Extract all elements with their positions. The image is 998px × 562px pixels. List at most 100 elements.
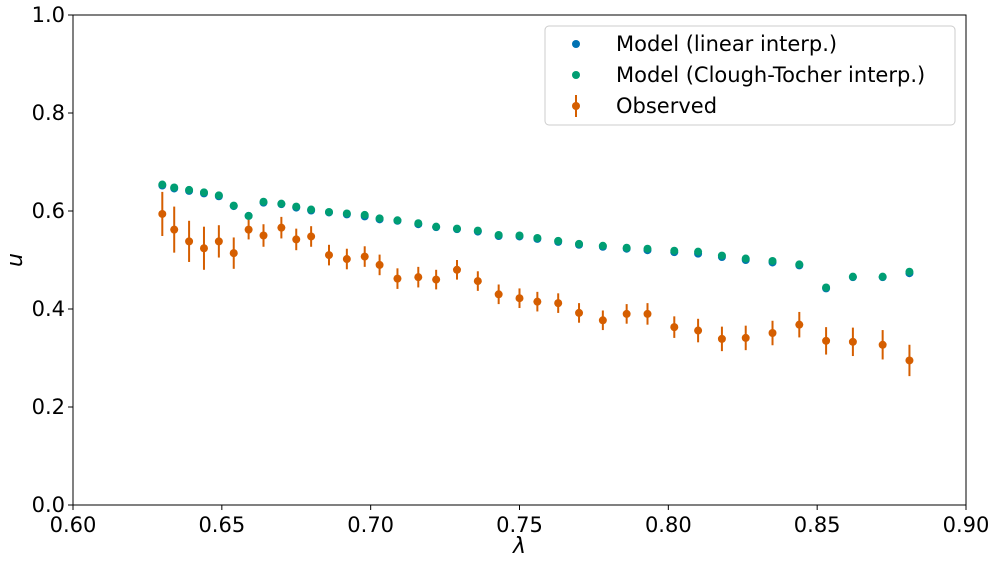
data-point (515, 294, 524, 303)
data-point (452, 224, 461, 233)
data-point (494, 231, 503, 240)
data-point (375, 214, 384, 223)
data-point (158, 209, 167, 218)
data-point (741, 254, 750, 263)
data-point (277, 199, 286, 208)
data-point (342, 209, 351, 218)
data-point (622, 309, 631, 318)
data-point (307, 232, 316, 241)
data-point (292, 202, 301, 211)
legend-entry: Model (linear interp.) (572, 32, 837, 56)
data-point (185, 237, 194, 246)
data-point (324, 251, 333, 260)
data-point (199, 244, 208, 253)
data-point (848, 337, 857, 346)
data-point (848, 272, 857, 281)
data-point (170, 183, 179, 192)
data-point (598, 316, 607, 325)
data-point (878, 340, 887, 349)
y-tick-label: 0.8 (32, 101, 65, 125)
x-axis-label: λ (512, 534, 526, 559)
x-tick-label: 0.70 (347, 513, 394, 537)
data-point (307, 205, 316, 214)
data-point (158, 180, 167, 189)
data-point (244, 211, 253, 220)
legend-label: Model (linear interp.) (616, 32, 837, 56)
data-point (342, 255, 351, 264)
x-tick-label: 0.85 (794, 513, 841, 537)
data-point (214, 237, 223, 246)
data-point (170, 225, 179, 234)
data-point (473, 277, 482, 286)
data-point (432, 222, 441, 231)
data-point (822, 336, 831, 345)
data-point (670, 246, 679, 255)
data-point (643, 244, 652, 253)
legend-label: Observed (616, 94, 717, 118)
x-tick-label: 0.75 (496, 513, 543, 537)
y-tick-label: 0.4 (32, 297, 65, 321)
data-point (554, 236, 563, 245)
data-point (554, 299, 563, 308)
data-point (694, 247, 703, 256)
data-point (598, 241, 607, 250)
data-point (905, 267, 914, 276)
series-2 (158, 180, 914, 292)
x-tick-label: 0.90 (943, 513, 990, 537)
data-point (694, 326, 703, 335)
data-point (795, 320, 804, 329)
data-point (229, 201, 238, 210)
data-point (324, 207, 333, 216)
data-point (360, 210, 369, 219)
data-point (259, 197, 268, 206)
y-tick-label: 0.2 (32, 395, 65, 419)
data-point (199, 188, 208, 197)
legend-marker (572, 40, 580, 48)
data-point (229, 249, 238, 258)
legend-entry: Model (Clough-Tocher interp.) (572, 63, 925, 87)
data-point (717, 334, 726, 343)
x-tick-label: 0.60 (50, 513, 97, 537)
data-point (494, 290, 503, 299)
data-point (643, 309, 652, 318)
legend-marker (572, 102, 580, 110)
data-point (414, 219, 423, 228)
data-point (360, 252, 369, 261)
legend-marker (572, 71, 580, 79)
x-tick-label: 0.65 (198, 513, 245, 537)
data-point (670, 323, 679, 332)
data-point (375, 260, 384, 269)
plot-frame (72, 14, 967, 506)
series-3 (158, 191, 914, 377)
data-point (452, 265, 461, 274)
legend: Model (linear interp.) Model (Clough-Toch… (544, 25, 956, 126)
data-point (905, 356, 914, 365)
data-point (244, 225, 253, 234)
data-point (768, 329, 777, 338)
data-point (741, 333, 750, 342)
y-tick-label: 0.0 (32, 493, 65, 517)
data-point (822, 283, 831, 292)
data-point (533, 297, 542, 306)
data-point (717, 251, 726, 260)
legend-box (544, 25, 956, 126)
data-point (259, 231, 268, 240)
data-marks (158, 180, 914, 377)
data-point (795, 260, 804, 269)
data-point (292, 235, 301, 244)
data-point (432, 275, 441, 284)
data-point (393, 274, 402, 283)
data-point (393, 216, 402, 225)
legend-label: Model (Clough-Tocher interp.) (616, 63, 925, 87)
y-tick-label: 1.0 (32, 3, 65, 27)
data-point (622, 243, 631, 252)
legend-entry: Observed (572, 94, 717, 118)
data-point (768, 256, 777, 265)
y-axis-label: u (3, 253, 28, 267)
data-point (473, 226, 482, 235)
data-point (575, 239, 584, 248)
data-point (414, 273, 423, 282)
axis-ticks: 0.60 0.65 0.70 0.75 0.80 0.85 0.90 0.0 0.2 0.4 0.6… (32, 3, 990, 537)
data-point (575, 308, 584, 317)
